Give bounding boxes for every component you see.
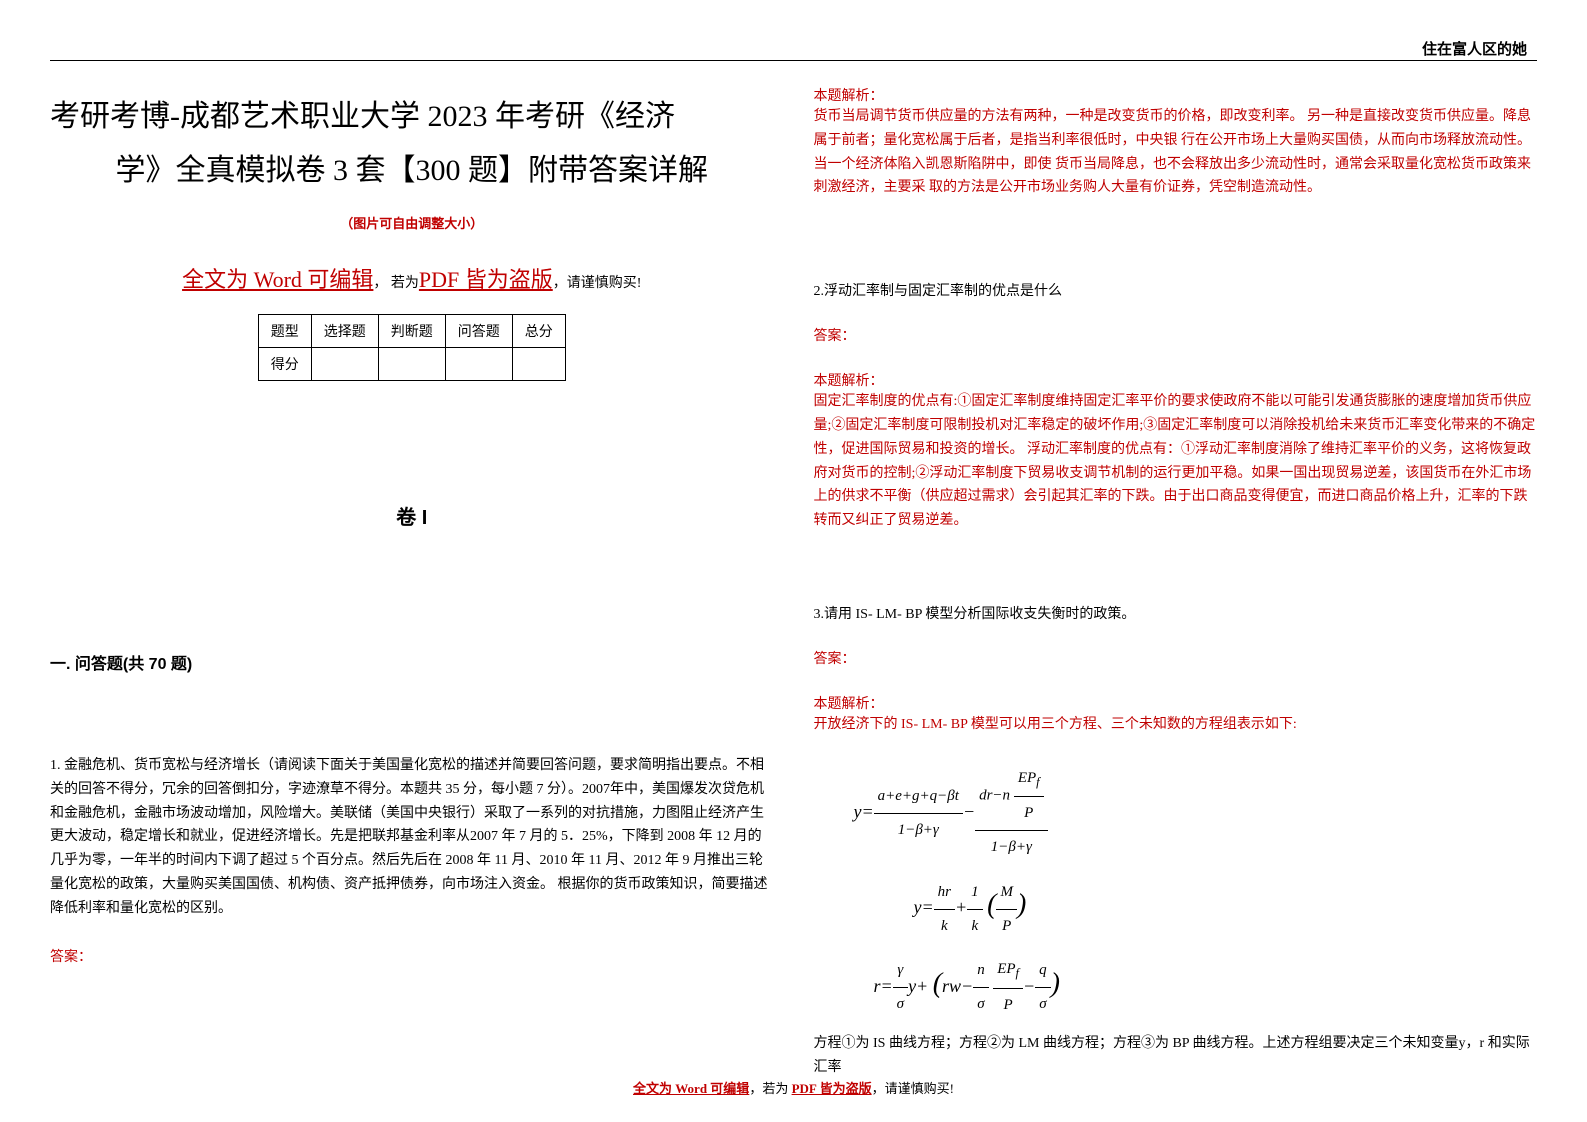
footer-warn: ，请谨慎购买! — [872, 1081, 954, 1096]
f2-P: P — [996, 910, 1017, 943]
q1-answer-label: 答案： — [50, 946, 774, 966]
th-total: 总分 — [512, 315, 565, 348]
f1-drn: dr−n — [979, 787, 1010, 803]
td-score-label: 得分 — [258, 348, 311, 381]
edit-pdf: PDF 皆为盗版 — [419, 267, 553, 292]
th-judge: 判断题 — [378, 315, 445, 348]
table-header-row: 题型 选择题 判断题 问答题 总分 — [258, 315, 565, 348]
td-empty — [311, 348, 378, 381]
table-score-row: 得分 — [258, 348, 565, 381]
f3-frac1: γσ — [893, 954, 908, 1021]
title-line2: 学》全真模拟卷 3 套【300 题】附带答案详解 — [50, 144, 774, 198]
f3-minus: − — [1023, 976, 1035, 996]
q2-answer-label: 答案： — [814, 325, 1538, 345]
formula-block: y=a+e+g+q−βt1−β+γ−dr−n EPfP1−β+γ y=hrk+1… — [854, 762, 1538, 1022]
f3-frac4: qσ — [1035, 954, 1051, 1021]
footer-word: 全文为 Word 可编辑 — [633, 1081, 749, 1096]
f2-frac1: hrk — [934, 876, 955, 943]
q3-post-formula: 方程①为 IS 曲线方程；方程②为 LM 曲线方程；方程③为 BP 曲线方程。上… — [814, 1032, 1538, 1080]
f3-num4: q — [1035, 954, 1051, 988]
f3-lparen: ( — [933, 968, 942, 999]
question-2-text: 2.浮动汇率制与固定汇率制的优点是什么 — [814, 280, 1538, 300]
q1-analysis-text: 货币当局调节货币供应量的方法有两种，一种是改变货币的价格，即改变利率。 另一种是… — [814, 105, 1538, 200]
f3-den1: σ — [893, 988, 908, 1021]
f1-y: y= — [854, 801, 874, 821]
f3-frac3: EPfP — [993, 953, 1023, 1022]
f3-y2: y+ — [908, 976, 928, 996]
f1-den1: 1−β+γ — [874, 814, 963, 847]
f1-minus: − — [963, 801, 975, 821]
f3-epf2: EPf — [993, 953, 1023, 989]
section-title: 一. 问答题(共 70 题) — [50, 650, 774, 674]
f1-ep: EP — [1018, 770, 1036, 786]
f1-epf: EPf — [1014, 762, 1044, 798]
edit-comma: ， — [373, 276, 387, 291]
f2-frac2: 1k — [967, 876, 983, 943]
th-type: 题型 — [258, 315, 311, 348]
f2-plus: + — [955, 897, 967, 917]
f3-f2: f — [1016, 966, 1019, 980]
juan-title: 卷 I — [50, 501, 774, 530]
f2-M: M — [996, 876, 1017, 910]
edit-ruowei: 若为 — [391, 276, 419, 291]
f2-den1: k — [934, 910, 955, 943]
th-qa: 问答题 — [445, 315, 512, 348]
footer-comma: ，若为 — [749, 1081, 791, 1096]
main-title: 考研考博-成都艺术职业大学 2023 年考研《经济 学》全真模拟卷 3 套【30… — [50, 90, 774, 198]
f3-num1: γ — [893, 954, 908, 988]
f3-den4: σ — [1035, 988, 1051, 1021]
title-line1: 考研考博-成都艺术职业大学 2023 年考研《经济 — [50, 90, 774, 144]
edit-warn: ，请谨慎购买! — [553, 276, 642, 291]
q2-analysis-text: 固定汇率制度的优点有:①固定汇率制度维持固定汇率平价的要求使政府不能以可能引发通… — [814, 390, 1538, 533]
right-column: 本题解析： 货币当局调节货币供应量的方法有两种，一种是改变货币的价格，即改变利率… — [794, 80, 1538, 1079]
header-line — [50, 60, 1537, 61]
left-column: 考研考博-成都艺术职业大学 2023 年考研《经济 学》全真模拟卷 3 套【30… — [50, 80, 794, 1079]
th-choice: 选择题 — [311, 315, 378, 348]
formula-1: y=a+e+g+q−βt1−β+γ−dr−n EPfP1−β+γ — [854, 762, 1538, 865]
q3-analysis-label: 本题解析： — [814, 693, 1538, 713]
td-empty — [378, 348, 445, 381]
question-1-text: 1. 金融危机、货币宽松与经济增长（请阅读下面关于美国量化宽松的描述并简要回答问… — [50, 754, 774, 921]
f2-frac3: MP — [996, 876, 1017, 943]
f3-frac2: nσ — [973, 954, 989, 1021]
f3-den2: σ — [973, 988, 989, 1021]
f2-y: y= — [914, 897, 934, 917]
td-empty — [445, 348, 512, 381]
formula-3: r=γσy+ (rw−nσ EPfP−qσ) — [874, 953, 1538, 1022]
edit-note: 全文为 Word 可编辑， 若为PDF 皆为盗版，请谨慎购买! — [50, 262, 774, 294]
q3-answer-label: 答案： — [814, 648, 1538, 668]
edit-note-word: 全文为 Word 可编辑 — [182, 267, 373, 292]
f1-p: P — [1014, 797, 1044, 830]
f1-num2: dr−n EPfP — [975, 762, 1048, 832]
f2-rparen: ) — [1017, 889, 1026, 920]
f2-num1: hr — [934, 876, 955, 910]
content-area: 考研考博-成都艺术职业大学 2023 年考研《经济 学》全真模拟卷 3 套【30… — [50, 80, 1537, 1079]
footer: 全文为 Word 可编辑，若为 PDF 皆为盗版，请谨慎购买! — [0, 1078, 1587, 1097]
f1-f: f — [1036, 775, 1039, 789]
f3-ep2: EP — [997, 961, 1015, 977]
f2-lparen: ( — [987, 889, 996, 920]
q3-analysis-intro: 开放经济下的 IS- LM- BP 模型可以用三个方程、三个未知数的方程组表示如… — [814, 713, 1538, 737]
f3-P2: P — [993, 989, 1023, 1022]
q1-analysis-label: 本题解析： — [814, 85, 1538, 105]
f3-rw: rw− — [942, 976, 973, 996]
f3-rparen: ) — [1051, 968, 1060, 999]
question-3-text: 3.请用 IS- LM- BP 模型分析国际收支失衡时的政策。 — [814, 603, 1538, 623]
formula-2: y=hrk+1k (MP) — [914, 874, 1538, 942]
f2-num2: 1 — [967, 876, 983, 910]
f1-num1: a+e+g+q−βt — [874, 780, 963, 814]
f3-r: r= — [874, 976, 893, 996]
f3-num2: n — [973, 954, 989, 988]
f2-den2: k — [967, 910, 983, 943]
score-table: 题型 选择题 判断题 问答题 总分 得分 — [258, 314, 566, 381]
f1-den2: 1−β+γ — [975, 831, 1048, 864]
header-text: 住在富人区的她 — [1422, 38, 1527, 59]
image-note: （图片可自由调整大小） — [50, 213, 774, 232]
f1-inner-frac: EPfP — [1014, 762, 1044, 831]
footer-pdf: PDF 皆为盗版 — [792, 1081, 872, 1096]
f1-frac2: dr−n EPfP1−β+γ — [975, 762, 1048, 865]
q2-analysis-label: 本题解析： — [814, 370, 1538, 390]
f1-frac1: a+e+g+q−βt1−β+γ — [874, 780, 963, 847]
td-empty — [512, 348, 565, 381]
